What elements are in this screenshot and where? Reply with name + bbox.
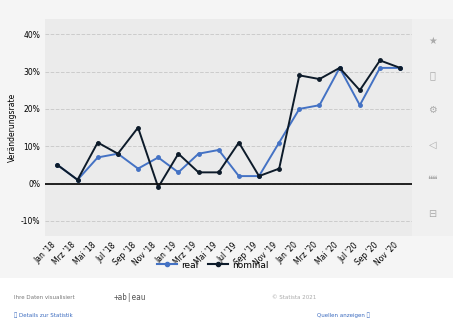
nominal <box>115 152 120 156</box>
real <box>155 155 161 159</box>
real <box>256 174 262 178</box>
Legend: real, nominal: real, nominal <box>154 257 272 273</box>
nominal <box>276 167 282 171</box>
Text: ◁: ◁ <box>429 140 436 150</box>
real <box>55 163 60 167</box>
real <box>357 103 362 107</box>
nominal <box>357 88 362 92</box>
nominal <box>135 126 141 130</box>
real <box>377 66 383 70</box>
real <box>216 148 222 152</box>
real <box>196 152 201 156</box>
nominal <box>256 174 262 178</box>
Text: ⊟: ⊟ <box>429 209 437 219</box>
real <box>297 107 302 111</box>
Text: ★: ★ <box>428 36 437 46</box>
real <box>397 66 403 70</box>
nominal <box>155 185 161 189</box>
Line: real: real <box>56 66 402 182</box>
real <box>176 171 181 174</box>
Text: © Statista 2021: © Statista 2021 <box>272 295 316 300</box>
Text: Ihre Daten visualisiert: Ihre Daten visualisiert <box>14 295 74 300</box>
Y-axis label: Veränderungsrate: Veränderungsrate <box>8 93 17 162</box>
nominal <box>397 66 403 70</box>
Text: ❝❝: ❝❝ <box>427 174 438 184</box>
nominal <box>95 141 101 144</box>
real <box>236 174 241 178</box>
Text: Quellen anzeigen ⓘ: Quellen anzeigen ⓘ <box>317 312 370 318</box>
nominal <box>377 58 383 62</box>
real <box>115 152 120 156</box>
real <box>337 66 342 70</box>
Text: ⓘ Details zur Statistik: ⓘ Details zur Statistik <box>14 312 72 318</box>
nominal <box>236 141 241 144</box>
nominal <box>337 66 342 70</box>
real <box>95 155 101 159</box>
real <box>75 178 80 182</box>
Text: 🔔: 🔔 <box>430 71 435 81</box>
real <box>317 103 322 107</box>
nominal <box>297 73 302 77</box>
nominal <box>176 152 181 156</box>
Text: +ab|eau: +ab|eau <box>113 293 145 302</box>
Text: ⚙: ⚙ <box>428 105 437 115</box>
nominal <box>216 171 222 174</box>
real <box>276 141 282 144</box>
nominal <box>75 178 80 182</box>
nominal <box>55 163 60 167</box>
real <box>135 167 141 171</box>
nominal <box>196 171 201 174</box>
Line: nominal: nominal <box>56 59 402 189</box>
nominal <box>317 77 322 81</box>
